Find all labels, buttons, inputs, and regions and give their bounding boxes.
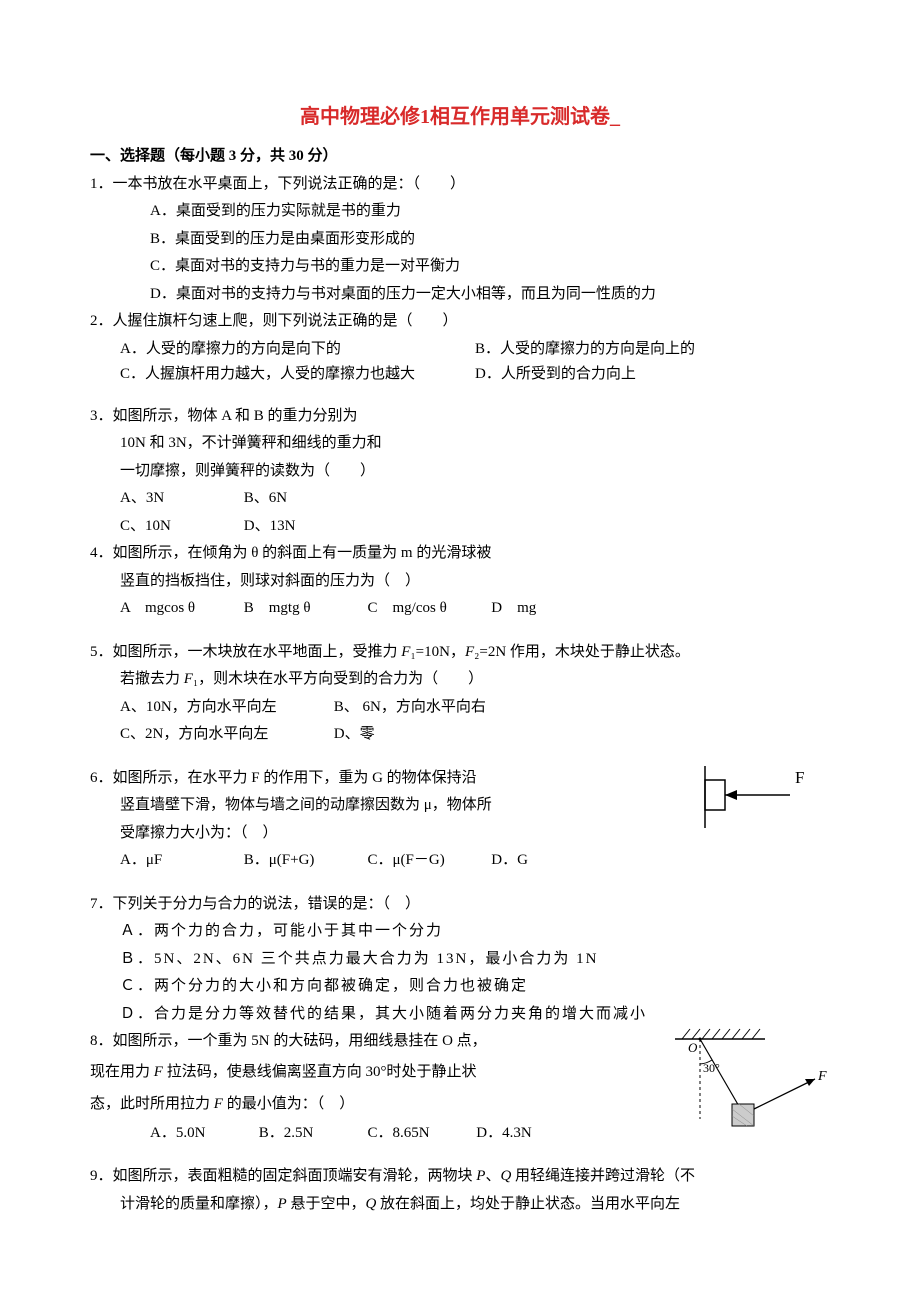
q2-opt-b: B．人受的摩擦力的方向是向上的: [475, 337, 830, 363]
q6-opt-a: A．μF: [120, 848, 240, 874]
q2-stem: 2．人握住旗杆匀速上爬，则下列说法正确的是（ ）: [90, 309, 830, 335]
q3-opt-c: C、10N: [120, 514, 240, 540]
q8-opt-a: A．5.0N: [150, 1121, 255, 1147]
q7-stem: 7．下列关于分力与合力的说法，错误的是：（ ）: [90, 892, 830, 918]
q2-opt-d: D．人所受到的合力向上: [475, 362, 830, 388]
q8-figure: O 30° F: [670, 1024, 830, 1124]
q4-l2: 竖直的挡板挡住，则球对斜面的压力为（ ）: [90, 569, 830, 595]
svg-text:F: F: [817, 1069, 827, 1084]
q9-l2: 计滑轮的质量和摩擦），P 悬于空中，Q 放在斜面上，均处于静止状态。当用水平向左: [90, 1192, 830, 1218]
q8-opt-d: D．4.3N: [476, 1125, 531, 1141]
q3-l1: 3．如图所示，物体 A 和 B 的重力分别为: [90, 404, 830, 430]
q6-opt-b: B．μ(F+G): [244, 848, 364, 874]
q3-opt-d: D、13N: [244, 518, 296, 534]
svg-text:30°: 30°: [703, 1061, 720, 1075]
q6-opt-c: C．μ(F－G): [368, 848, 488, 874]
svg-text:O: O: [688, 1040, 698, 1055]
q4-opt-d: D mg: [491, 600, 536, 616]
section-heading: 一、选择题（每小题 3 分，共 30 分）: [90, 144, 830, 170]
q9-l1: 9．如图所示，表面粗糙的固定斜面顶端安有滑轮，两物块 P、Q 用轻绳连接并跨过滑…: [90, 1164, 830, 1190]
q3-l3: 一切摩擦，则弹簧秤的读数为（ ）: [90, 459, 830, 485]
q1-opt-c: C．桌面对书的支持力与书的重力是一对平衡力: [90, 254, 830, 280]
q1-opt-a: A．桌面受到的压力实际就是书的重力: [90, 199, 830, 225]
q1-opt-b: B．桌面受到的压力是由桌面形变形成的: [90, 227, 830, 253]
q5-opt-a: A、10N，方向水平向左: [120, 695, 330, 721]
q4-l1: 4．如图所示，在倾角为 θ 的斜面上有一质量为 m 的光滑球被: [90, 541, 830, 567]
q6-fig-label-f: F: [795, 768, 804, 787]
q6-figure: F: [690, 766, 820, 826]
q7-opt-a: Ａ．两个力的合力，可能小于其中一个分力: [90, 919, 830, 945]
q5-opt-c: C、2N，方向水平向左: [120, 722, 330, 748]
q5-opt-b: B、 6N，方向水平向右: [334, 699, 486, 715]
q8-opt-b: B．2.5N: [259, 1121, 364, 1147]
q8-opt-c: C．8.65N: [368, 1121, 473, 1147]
page-title: 高中物理必修1相互作用单元测试卷_: [90, 100, 830, 134]
q4-opt-c: C mg/cos θ: [368, 596, 488, 622]
q1-stem: 1．一本书放在水平桌面上，下列说法正确的是：（ ）: [90, 172, 830, 198]
q7-opt-c: Ｃ．两个分力的大小和方向都被确定，则合力也被确定: [90, 974, 830, 1000]
q3-opt-b: B、6N: [244, 490, 287, 506]
q1-opt-d: D．桌面对书的支持力与书对桌面的压力一定大小相等，而且为同一性质的力: [90, 282, 830, 308]
q2-opt-a: A．人受的摩擦力的方向是向下的: [120, 337, 475, 363]
q7-opt-b: Ｂ．5N、2N、6N 三个共点力最大合力为 13N，最小合力为 1N: [90, 947, 830, 973]
q6-opt-d: D．G: [491, 852, 528, 868]
q4-opt-b: B mgtg θ: [244, 596, 364, 622]
q5-l1: 5．如图所示，一木块放在水平地面上，受推力 F₁=10N，F₂=2N 作用，木块…: [90, 640, 830, 666]
q2-opt-c: C．人握旗杆用力越大，人受的摩擦力也越大: [120, 362, 475, 388]
q3-opt-a: A、3N: [120, 486, 240, 512]
q5-opt-d: D、零: [334, 726, 375, 742]
q4-opt-a: A mgcos θ: [120, 596, 240, 622]
q5-l2: 若撤去力 F₁，则木块在水平方向受到的合力为（ ）: [90, 667, 830, 693]
q3-l2: 10N 和 3N，不计弹簧秤和细线的重力和: [90, 431, 830, 457]
